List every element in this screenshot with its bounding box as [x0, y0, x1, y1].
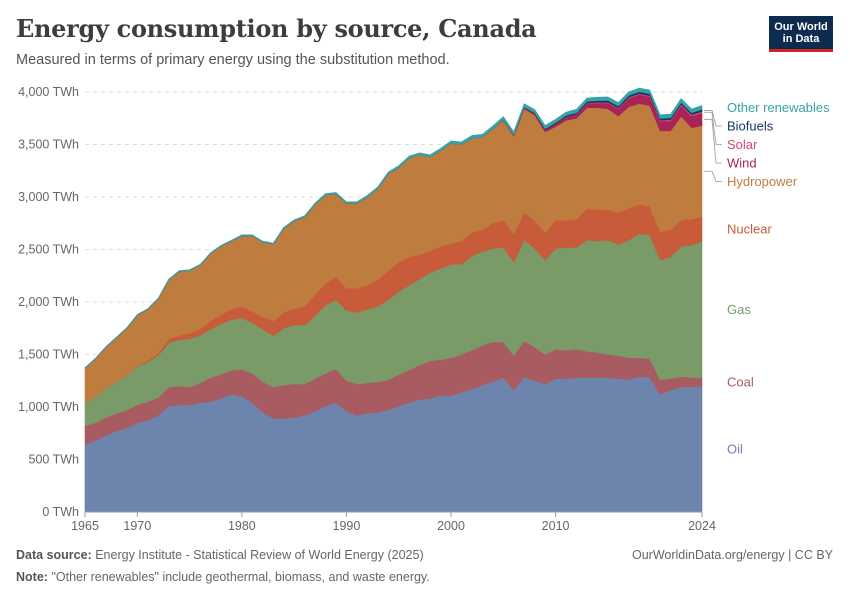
- legend-label-coal[interactable]: Coal: [727, 374, 754, 389]
- license-link[interactable]: OurWorldinData.org/energy | CC BY: [631, 548, 833, 562]
- owid-logo[interactable]: Our World in Data: [769, 16, 833, 52]
- chart-title: Energy consumption by source, Canada: [16, 14, 537, 43]
- legend-connector: [704, 170, 722, 182]
- legend-label-oil[interactable]: Oil: [727, 442, 743, 457]
- chart-subtitle: Measured in terms of primary energy usin…: [16, 52, 450, 68]
- legend: Other renewables Biofuels Solar Wind Hydropo…: [704, 100, 830, 457]
- legend-label-biofuels[interactable]: Biofuels: [727, 118, 774, 133]
- legend-connector: [704, 110, 722, 127]
- logo-line-2: in Data: [782, 33, 820, 45]
- stacked-areas: [84, 87, 703, 513]
- y-tick-label: 1,000 TWh: [18, 400, 79, 414]
- area-other-renewables[interactable]: [84, 87, 703, 369]
- x-tick-label: 1990: [333, 519, 361, 533]
- x-tick-label: 1965: [71, 519, 99, 533]
- x-tick-label: 2000: [437, 519, 465, 533]
- legend-connector: [704, 111, 722, 145]
- x-tick-label: 2010: [542, 519, 570, 533]
- source-text[interactable]: Energy Institute - Statistical Review of…: [95, 548, 424, 562]
- data-source: Data source: Energy Institute - Statisti…: [16, 548, 424, 562]
- y-tick-label: 2,500 TWh: [18, 243, 79, 257]
- y-tick-label: 2,000 TWh: [18, 295, 79, 309]
- y-tick-label: 500 TWh: [29, 453, 80, 467]
- x-tick-label: 1970: [123, 519, 151, 533]
- legend-label-wind[interactable]: Wind: [727, 155, 757, 170]
- legend-label-hydropower[interactable]: Hydropower: [727, 174, 798, 189]
- y-tick-label: 0 TWh: [42, 505, 79, 519]
- note-text: "Other renewables" include geothermal, b…: [51, 570, 430, 584]
- source-label: Data source:: [16, 548, 92, 562]
- note-label: Note:: [16, 570, 48, 584]
- y-tick-label: 4,000 TWh: [18, 85, 79, 99]
- legend-label-other-renewables[interactable]: Other renewables: [727, 100, 830, 115]
- legend-label-gas[interactable]: Gas: [727, 302, 751, 317]
- x-tick-label: 2024: [688, 519, 716, 533]
- y-tick-label: 1,500 TWh: [18, 348, 79, 362]
- y-tick-label: 3,000 TWh: [18, 190, 79, 204]
- axes: 0 TWh 500 TWh 1,000 TWh 1,500 TWh 2,000 TWh 2…: [18, 85, 716, 533]
- legend-label-solar[interactable]: Solar: [727, 137, 758, 152]
- legend-label-nuclear[interactable]: Nuclear: [727, 222, 772, 237]
- logo-line-1: Our World: [774, 21, 828, 33]
- chart-note: Note: "Other renewables" include geother…: [16, 570, 430, 584]
- x-tick-label: 1980: [228, 519, 256, 533]
- legend-connector: [704, 118, 722, 164]
- y-tick-label: 3,500 TWh: [18, 138, 79, 152]
